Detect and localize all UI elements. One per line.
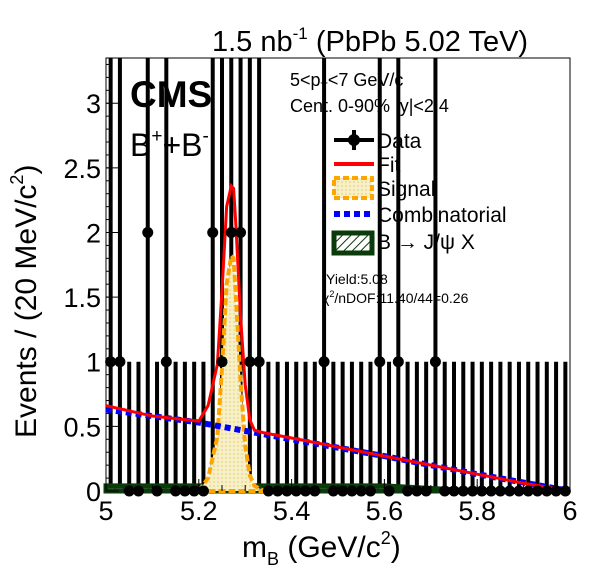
data-point (160, 356, 172, 368)
chi2-sup: 2 (329, 289, 334, 299)
xlabel-sub: B (267, 549, 279, 569)
xlabel-post: (GeV/c (279, 531, 381, 564)
y-tick-label: 2.5 (63, 154, 101, 184)
legend-entry-data: Data (334, 130, 422, 153)
chart-title: 1.5 nb-1 (PbPb 5.02 TeV) (212, 24, 528, 58)
data-point (337, 485, 349, 497)
data-point (364, 485, 376, 497)
data-point (467, 485, 479, 497)
x-tick-label: 6 (562, 496, 577, 526)
data-point (281, 485, 293, 497)
data-point (290, 485, 302, 497)
data-point (374, 356, 386, 368)
ylabel-pre: Events / (20 MeV/c (10, 185, 43, 438)
legend-label-combinatorial: Combinatorial (377, 204, 507, 227)
xlabel-sup: 2 (381, 528, 391, 548)
data-point (272, 485, 284, 497)
data-point (476, 485, 488, 497)
legend-entry-signal: Signal (332, 176, 435, 201)
data-point (235, 226, 247, 238)
y-tick-label: 1 (86, 348, 101, 378)
data-point (207, 226, 219, 238)
data-point (513, 485, 525, 497)
data-point (420, 485, 432, 497)
data-point (300, 485, 312, 497)
data-point (346, 485, 358, 497)
experiment-label: CMS (130, 74, 212, 115)
data-point (522, 485, 534, 497)
data-point (244, 356, 256, 368)
data-point (253, 356, 265, 368)
legend-entry-fit: Fit (334, 154, 400, 177)
title-lumi-exponent: -1 (293, 24, 308, 43)
data-point (439, 485, 451, 497)
data-point (142, 226, 154, 238)
data-point (318, 356, 330, 368)
data-point (132, 485, 144, 497)
pt-range-label: 5<pT<7 GeV/c (290, 70, 403, 94)
data-point (485, 485, 497, 497)
data-point (559, 485, 571, 497)
data-point (429, 356, 441, 368)
channel-sup1: + (151, 126, 162, 147)
fit-line-layer (105, 182, 571, 494)
data-point (327, 485, 339, 497)
fit-line (105, 182, 571, 493)
legend-label-signal: Signal (377, 178, 435, 201)
title-energy: (PbPb 5.02 TeV) (308, 26, 528, 58)
data-point (179, 485, 191, 497)
data-point (457, 485, 469, 497)
data-point (151, 485, 163, 497)
x-tick-label: 5.4 (273, 496, 311, 526)
y-tick-label: 2 (86, 218, 101, 248)
xlabel-close: ) (391, 531, 401, 564)
chi2-symbol: χ (322, 290, 330, 306)
legend-entry-peaking-bkg: B → J/ψ X (331, 230, 475, 256)
legend-label-data: Data (377, 130, 422, 153)
signal-area (194, 251, 274, 493)
x-tick-label: 5.2 (180, 496, 218, 526)
centrality-label: Cent. 0-90% |y|<2.4 (290, 96, 449, 116)
chi2-annotation: χ2/nDOF:11.40/44=0.26 (322, 289, 469, 306)
channel-base: B (130, 127, 151, 163)
data-point (216, 356, 228, 368)
x-tick-label: 5.6 (366, 496, 404, 526)
title-lumi: 1.5 nb (212, 26, 293, 58)
data-point (197, 485, 209, 497)
xlabel-base: m (242, 531, 267, 564)
y-axis-title: Events / (20 MeV/c2) (7, 165, 43, 438)
data-point (411, 485, 423, 497)
y-tick-label: 0.5 (63, 412, 101, 442)
y-tick-label: 0 (86, 477, 101, 507)
data-point (114, 356, 126, 368)
data-point (532, 485, 544, 497)
channel-label: B++B- (130, 126, 209, 163)
legend: Data Fit Signal Combinatorial B → J/ψ X (331, 130, 507, 256)
ylabel-close: ) (10, 165, 43, 175)
legend-entry-combinatorial: Combinatorial (334, 204, 507, 227)
pt-post: <7 GeV/c (328, 70, 404, 90)
axes-layer: 5 5.2 5.4 5.6 5.8 6 0 0.5 1 1.5 2 2.5 3 (63, 63, 578, 526)
x-tick-label: 5 (98, 496, 113, 526)
channel-sup2: - (202, 126, 208, 147)
legend-label-peaking-bkg: B → J/ψ X (377, 231, 475, 254)
yield-annotation: Yield:5.08 (326, 271, 388, 287)
data-point (550, 485, 562, 497)
x-axis-title: mB (GeV/c2) (242, 528, 401, 569)
legend-label-fit: Fit (377, 154, 400, 177)
data-point (504, 485, 516, 497)
x-tick-label: 5.8 (458, 496, 496, 526)
y-tick-label: 1.5 (63, 283, 101, 313)
data-point (225, 226, 237, 238)
chi2-rest: /nDOF:11.40/44=0.26 (334, 290, 468, 306)
data-point (188, 485, 200, 497)
ylabel-sup: 2 (7, 175, 27, 185)
pt-sub: T (321, 80, 329, 94)
channel-plus: +B (162, 127, 202, 163)
data-point (383, 485, 395, 497)
data-point (392, 356, 404, 368)
y-tick-label: 3 (86, 89, 101, 119)
pt-pre: 5<p (290, 70, 321, 90)
